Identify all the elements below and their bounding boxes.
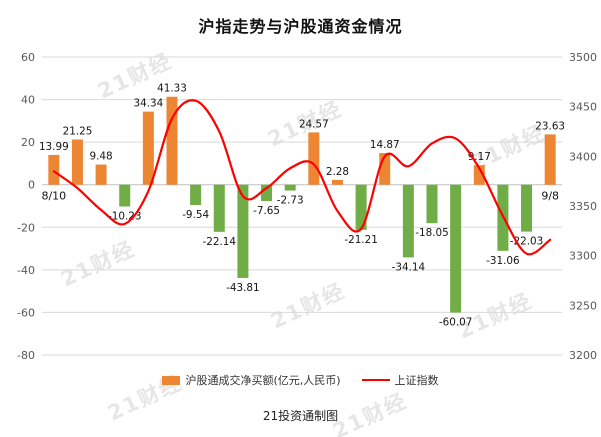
net-buy-bar bbox=[190, 184, 202, 206]
net-buy-bar bbox=[284, 184, 296, 191]
bar-value-label: -22.14 bbox=[203, 236, 237, 248]
right-axis-tick: 3300 bbox=[569, 250, 597, 263]
bar-value-label: 24.57 bbox=[299, 118, 329, 130]
bar-value-label: 9.48 bbox=[90, 151, 113, 163]
x-axis-first-label: 8/10 bbox=[41, 190, 66, 203]
left-axis-tick: 0 bbox=[28, 179, 35, 192]
net-buy-bar bbox=[544, 134, 556, 185]
bar-legend-swatch bbox=[162, 375, 181, 385]
net-buy-bar bbox=[237, 184, 249, 278]
net-buy-bar bbox=[355, 184, 367, 230]
net-buy-bar bbox=[402, 184, 414, 258]
bar-value-label: -43.81 bbox=[226, 282, 260, 294]
net-buy-bar bbox=[261, 184, 273, 201]
line-legend-label: 上证指数 bbox=[394, 374, 439, 387]
left-axis-tick: 20 bbox=[21, 136, 35, 149]
legend: 沪股通成交净买额(亿元,人民币) 上证指数 bbox=[0, 372, 601, 388]
right-axis-tick: 3500 bbox=[569, 51, 597, 64]
bar-value-label: -34.14 bbox=[392, 261, 426, 273]
bar-value-label: -7.65 bbox=[253, 205, 280, 217]
x-axis-last-label: 9/8 bbox=[541, 190, 559, 203]
bar-value-label: 34.34 bbox=[133, 98, 163, 110]
net-buy-bar bbox=[308, 132, 320, 185]
bar-value-label: -2.73 bbox=[277, 195, 304, 207]
bar-value-label: -21.21 bbox=[344, 234, 378, 246]
net-buy-bar bbox=[166, 96, 178, 185]
net-buy-bar bbox=[71, 139, 83, 185]
left-axis-tick: -60 bbox=[17, 306, 35, 319]
bar-value-label: 41.33 bbox=[157, 83, 187, 95]
bar-value-label: 13.99 bbox=[39, 141, 69, 153]
net-buy-bar bbox=[473, 165, 485, 185]
net-buy-bar bbox=[379, 153, 391, 185]
line-legend-swatch bbox=[361, 379, 390, 381]
left-axis-tick: 40 bbox=[21, 94, 35, 107]
right-axis-tick: 3250 bbox=[569, 299, 597, 312]
net-buy-bar bbox=[142, 111, 154, 185]
bar-value-label: -10.23 bbox=[108, 210, 142, 222]
bar-value-label: -31.06 bbox=[486, 255, 520, 267]
net-buy-bar bbox=[95, 164, 107, 185]
bar-value-label: 21.25 bbox=[63, 125, 93, 137]
index-line bbox=[52, 99, 552, 256]
net-buy-bar bbox=[213, 184, 225, 232]
chart-title: 沪指走势与沪股通资金情况 bbox=[198, 17, 403, 36]
left-axis-tick: -40 bbox=[17, 264, 35, 277]
credit-line: 21投资通制图 bbox=[262, 409, 339, 423]
net-buy-bar bbox=[521, 184, 533, 232]
net-buy-bar bbox=[450, 184, 462, 313]
bar-value-label: 23.63 bbox=[535, 120, 565, 132]
net-buy-bar bbox=[48, 154, 60, 185]
bar-value-label: 2.28 bbox=[326, 166, 349, 178]
bar-value-label: -18.05 bbox=[415, 227, 449, 239]
bar-legend-label: 沪股通成交净买额(亿元,人民币) bbox=[185, 374, 341, 387]
bar-value-label: -9.54 bbox=[182, 209, 209, 221]
net-buy-bar bbox=[426, 184, 438, 224]
left-axis-tick: -80 bbox=[17, 349, 35, 362]
bar-value-label: 14.87 bbox=[370, 139, 400, 151]
right-axis-tick: 3400 bbox=[569, 150, 597, 163]
net-buy-bar bbox=[331, 179, 343, 185]
net-buy-bar bbox=[119, 184, 131, 207]
right-axis-tick: 3350 bbox=[569, 200, 597, 213]
left-axis-tick: -20 bbox=[17, 221, 35, 234]
right-axis-tick: 3450 bbox=[569, 101, 597, 114]
right-axis-tick: 3200 bbox=[569, 349, 597, 362]
bar-value-label: -60.07 bbox=[439, 317, 473, 329]
left-axis-tick: 60 bbox=[21, 51, 35, 64]
